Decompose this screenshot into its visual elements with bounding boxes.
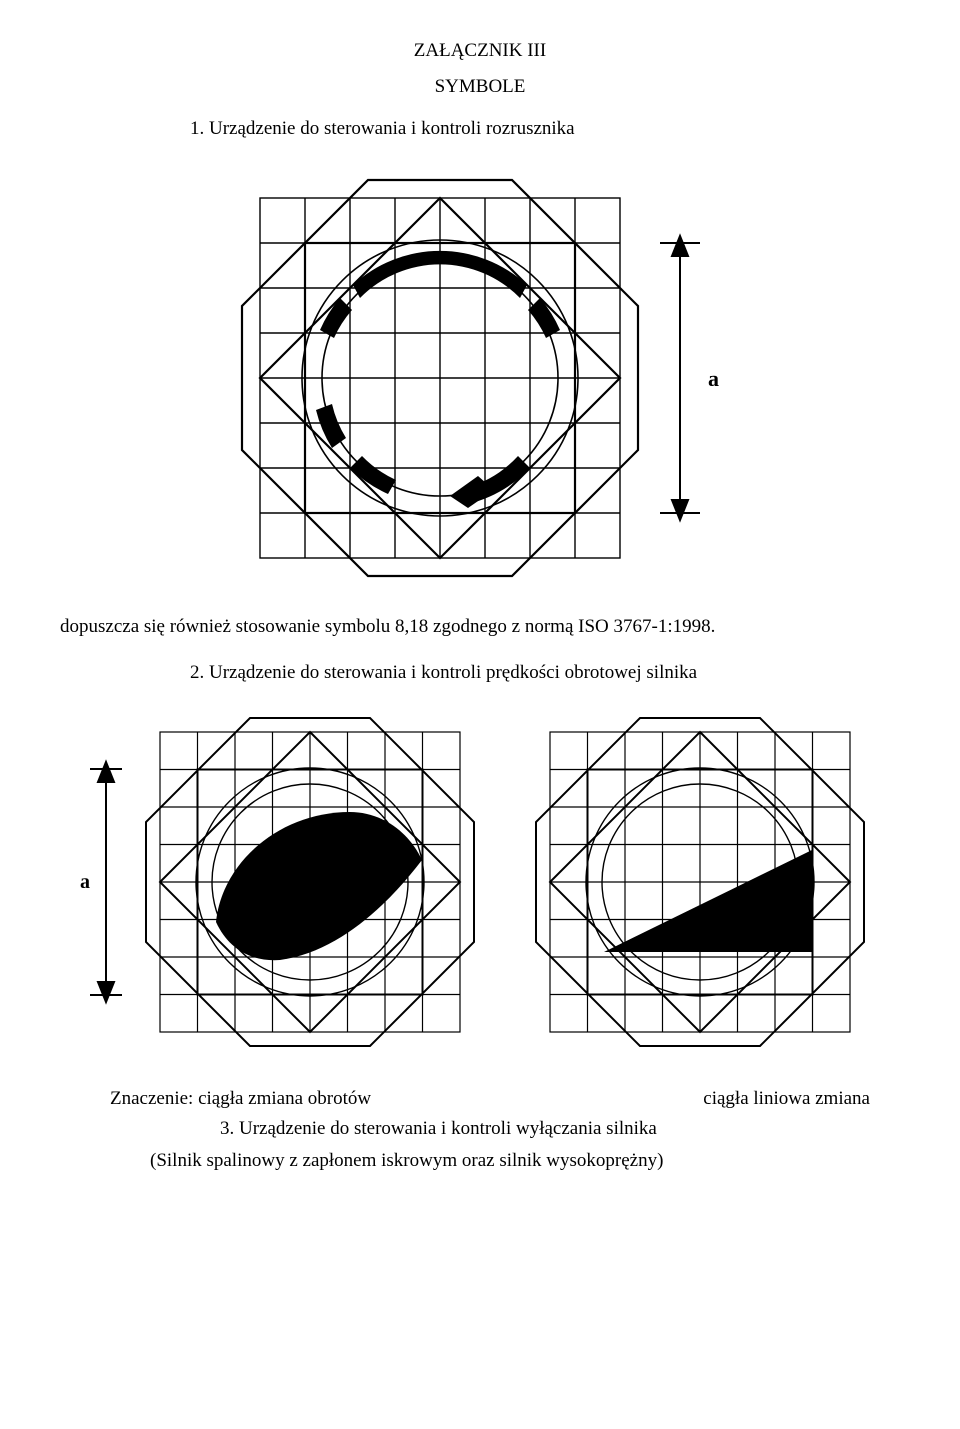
figure2a-caption: Znaczenie: ciągła zmiana obrotów [110,1088,371,1110]
figure2-container: a [60,702,900,1062]
dimension-label-a: a [708,366,719,391]
section2-heading: 2. Urządzenie do sterowania i kontroli p… [190,662,900,684]
section1-heading: 1. Urządzenie do sterowania i kontroli r… [190,118,900,140]
figure2-captions: Znaczenie: ciągła zmiana obrotów ciągła … [60,1088,900,1110]
engine-speed-continuous-diagram: a [80,702,480,1062]
starter-symbol-diagram: a [220,158,740,598]
annex-subtitle: SYMBOLE [60,76,900,98]
section1-note: dopuszcza się również stosowanie symbolu… [60,616,900,638]
figure2a: a [80,702,480,1062]
figure2b [520,702,880,1062]
engine-speed-linear-diagram [520,702,880,1062]
figure2b-caption: ciągła liniowa zmiana [703,1088,870,1110]
section3-parenthetical: (Silnik spalinowy z zapłonem iskrowym or… [150,1150,900,1172]
annex-title: ZAŁĄCZNIK III [60,40,900,62]
section3-heading: 3. Urządzenie do sterowania i kontroli w… [220,1118,900,1140]
dimension-label-a-left: a [80,871,90,893]
figure1: a [220,158,740,598]
figure1-container: a [60,158,900,598]
